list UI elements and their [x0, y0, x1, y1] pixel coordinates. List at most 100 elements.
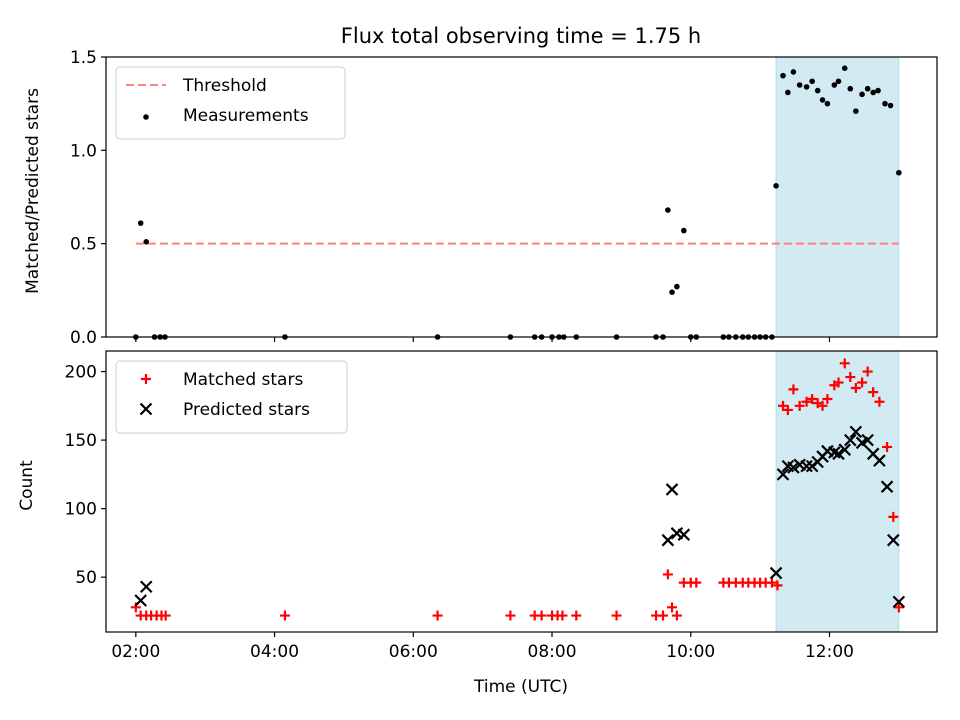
y-tick-label: 200 — [65, 363, 97, 383]
data-point — [847, 85, 854, 92]
legend-box — [115, 66, 346, 140]
data-point — [882, 100, 888, 107]
shaded-region — [775, 56, 900, 338]
data-point — [896, 169, 902, 176]
legend-label: Threshold — [182, 76, 267, 96]
data-point — [807, 393, 818, 404]
data-point — [875, 87, 881, 94]
data-point — [893, 602, 904, 613]
data-point — [788, 384, 799, 395]
data-point — [134, 594, 147, 607]
y-tick-label: 0.0 — [70, 328, 97, 348]
data-point — [776, 468, 790, 481]
legend-marker — [143, 114, 149, 120]
data-point — [833, 377, 844, 388]
x-tick-label: 10:00 — [666, 642, 715, 662]
axes-frame — [105, 350, 938, 633]
data-point — [785, 89, 791, 96]
series-2 — [134, 425, 906, 609]
data-point — [892, 595, 906, 609]
data-point — [809, 78, 815, 85]
data-point — [844, 433, 857, 447]
data-point — [845, 372, 856, 383]
data-point — [279, 610, 290, 621]
data-point — [661, 533, 675, 547]
data-point — [831, 82, 838, 88]
data-point — [882, 441, 893, 452]
data-point — [859, 91, 865, 98]
axes-frame — [105, 56, 938, 338]
data-point — [801, 396, 812, 407]
data-point — [665, 207, 671, 213]
x-axis-label: Time (UTC) — [473, 677, 568, 697]
data-point — [505, 610, 516, 621]
data-point — [880, 480, 894, 493]
data-point — [874, 396, 885, 407]
data-point — [803, 84, 810, 90]
y-tick-label: 1.5 — [70, 48, 97, 68]
data-point — [868, 387, 879, 398]
data-point — [888, 511, 899, 522]
y-tick-label: 150 — [65, 431, 97, 451]
x-tick-label: 04:00 — [250, 642, 299, 662]
data-point — [839, 358, 850, 369]
legend-box — [115, 360, 348, 434]
data-point — [838, 443, 852, 456]
data-point — [780, 72, 786, 79]
x-tick-label: 06:00 — [389, 642, 438, 662]
data-point — [671, 610, 682, 621]
data-point — [681, 227, 687, 234]
data-point — [887, 533, 900, 547]
x-tick-label: 08:00 — [528, 642, 577, 662]
data-point — [773, 183, 779, 189]
data-point — [769, 566, 783, 580]
data-point — [611, 610, 622, 621]
legend-marker — [139, 402, 153, 416]
data-point — [796, 82, 803, 88]
data-point — [822, 393, 833, 404]
bottom-panel: 50 100 150 200 02:00 04:00 06:00 08:00 10:00 12:0… — [17, 350, 938, 662]
data-point — [160, 610, 171, 621]
data-point — [658, 610, 669, 621]
y-tick-label: 0.5 — [70, 235, 97, 255]
data-point — [794, 400, 805, 411]
y-tick-label: 100 — [65, 500, 97, 520]
data-point — [841, 65, 848, 71]
legend-label: Matched stars — [183, 370, 303, 390]
data-point — [861, 433, 874, 447]
data-point — [432, 610, 443, 621]
data-point — [850, 383, 861, 394]
data-point — [828, 446, 841, 459]
data-point — [819, 97, 826, 103]
data-point — [853, 108, 859, 114]
top-panel: 0.0 0.5 1.0 1.5 Matched/Predicted stars Thres… — [23, 48, 938, 348]
chart-title: Flux total observing time = 1.75 h — [341, 24, 701, 48]
legend-label: Predicted stars — [183, 400, 310, 420]
data-point — [571, 610, 582, 621]
data-point — [662, 569, 673, 580]
data-point — [669, 289, 675, 296]
data-point — [800, 459, 813, 473]
y-axis-label: Matched/Predicted stars — [23, 88, 43, 294]
data-point — [873, 454, 886, 467]
y-tick-label: 50 — [75, 568, 97, 588]
data-point — [849, 425, 863, 439]
x-tick-label: 02:00 — [111, 642, 160, 662]
data-point — [665, 483, 679, 496]
data-point — [536, 610, 547, 621]
data-point — [772, 580, 783, 591]
data-point — [862, 366, 873, 377]
y-axis-label: Count — [17, 460, 37, 511]
data-point — [677, 528, 691, 541]
data-point — [766, 577, 777, 588]
data-point — [667, 602, 678, 613]
data-point — [790, 69, 797, 75]
data-point — [691, 577, 702, 588]
data-point — [817, 400, 828, 411]
data-point — [832, 447, 845, 461]
data-point — [824, 100, 831, 107]
data-point — [864, 85, 871, 92]
data-point — [557, 610, 568, 621]
data-point — [835, 78, 842, 85]
data-point — [782, 404, 793, 415]
